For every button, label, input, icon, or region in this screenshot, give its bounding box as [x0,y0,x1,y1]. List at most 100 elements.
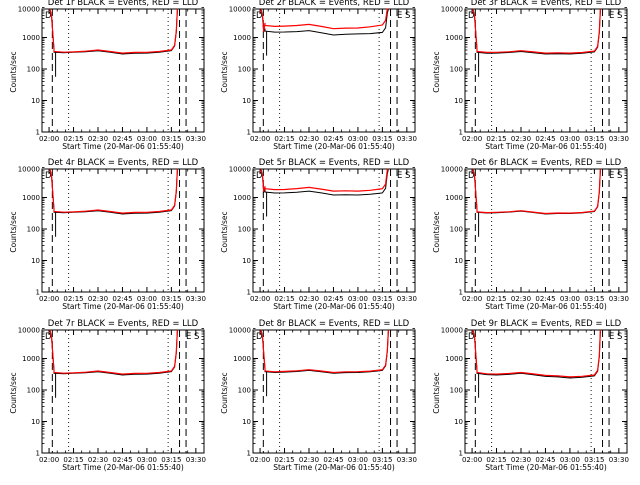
corner-letter: E [609,11,614,21]
y-tick-label: 100 [238,387,251,395]
y-axis-label: Counts/sec [432,372,441,413]
x-tick-label: 02:15 [274,135,294,143]
detector-panel-8: Det 8r BLACK = Events, RED = LLD 1 10 100 10… [220,319,417,472]
x-tick-label: 02:45 [323,295,343,303]
y-tick-label: 1000 [22,194,40,202]
x-tick-label: 03:30 [609,295,629,303]
corner-letter: D [256,11,263,21]
panel-title: Det 8r BLACK = Events, RED = LLD [259,319,410,329]
detector-panel-4: Det 4r BLACK = Events, RED = LLD 1 10 100 10… [9,158,206,311]
x-tick-label: 03:15 [584,135,604,143]
y-axis-label: Counts/sec [9,211,18,252]
y-tick-label: 1 [36,289,40,297]
x-tick-label: 03:00 [560,295,580,303]
y-tick-label: 10000 [229,327,251,335]
y-axis-label: Counts/sec [432,211,441,252]
x-tick-label: 02:45 [112,456,132,464]
x-axis-label: Start Time (20-Mar-06 01:55:40) [485,302,607,311]
detector-panel-1: Det 1r BLACK = Events, RED = LLD 1 10 100 10… [9,0,206,151]
corner-letter: S [617,11,622,21]
x-tick-label: 02:30 [88,135,108,143]
x-tick-label: 02:30 [511,135,531,143]
x-tick-label: 02:15 [486,135,506,143]
y-tick-label: 100 [450,387,463,395]
y-tick-label: 100 [238,66,251,74]
y-tick-label: 10 [31,257,40,265]
corner-letter: D [45,171,52,181]
x-tick-label: 02:30 [511,456,531,464]
x-tick-label: 02:00 [39,456,59,464]
y-axis-label: Counts/sec [220,51,229,92]
panel-title: Det 9r BLACK = Events, RED = LLD [471,319,622,329]
x-tick-label: 03:15 [161,456,181,464]
y-tick-label: 1000 [233,34,251,42]
lld-series-line [472,168,601,215]
x-tick-label: 02:45 [535,295,555,303]
y-tick-label: 10 [242,257,251,265]
x-tick-label: 02:45 [323,456,343,464]
y-tick-label: 10 [454,418,463,426]
x-tick-label: 02:15 [63,135,83,143]
x-tick-label: 02:45 [535,456,555,464]
y-tick-label: 10000 [18,166,40,174]
y-tick-label: 100 [27,387,40,395]
detector-panel-7: Det 7r BLACK = Events, RED = LLD 1 10 100 10… [9,319,206,472]
y-tick-label: 100 [450,66,463,74]
y-tick-label: 10 [454,257,463,265]
x-tick-label: 02:15 [486,295,506,303]
detector-panel-6: Det 6r BLACK = Events, RED = LLD 1 10 100 10… [432,158,629,311]
y-tick-label: 1000 [233,355,251,363]
y-tick-label: 10 [242,97,251,105]
y-tick-label: 1000 [22,34,40,42]
corner-letter: D [45,332,52,342]
x-tick-label: 03:00 [348,135,368,143]
x-axis-label: Start Time (20-Mar-06 01:55:40) [273,142,395,151]
x-tick-label: 02:30 [299,456,319,464]
y-tick-label: 10 [454,97,463,105]
corner-letter: D [468,171,475,181]
x-axis-label: Start Time (20-Mar-06 01:55:40) [485,463,607,472]
corner-letter: E [397,171,402,181]
x-tick-label: 03:00 [137,135,157,143]
x-tick-label: 03:15 [161,135,181,143]
x-tick-label: 02:30 [299,295,319,303]
x-axis-label: Start Time (20-Mar-06 01:55:40) [273,302,395,311]
lld-series-line [49,168,178,214]
corner-letter: S [194,332,199,342]
x-tick-label: 03:00 [560,135,580,143]
lld-series-line [260,8,389,33]
corner-letter: S [617,332,622,342]
x-tick-label: 03:15 [372,295,392,303]
y-tick-label: 10000 [441,327,463,335]
y-tick-label: 1 [36,450,40,458]
corner-letter: E [186,332,191,342]
corner-letter: S [617,171,622,181]
x-tick-label: 03:30 [186,135,206,143]
x-tick-label: 02:00 [250,456,270,464]
y-tick-label: 1 [459,129,463,137]
y-tick-label: 1 [459,450,463,458]
y-tick-label: 100 [27,226,40,234]
events-series-line [472,8,601,55]
x-tick-label: 03:15 [372,135,392,143]
x-tick-label: 03:30 [397,135,417,143]
corner-letter: D [468,11,475,21]
detector-panel-5: Det 5r BLACK = Events, RED = LLD 1 10 100 10… [220,158,417,311]
corner-letter: D [468,332,475,342]
x-tick-label: 03:15 [372,456,392,464]
events-series-line [472,168,601,215]
x-tick-label: 03:30 [609,135,629,143]
y-tick-label: 1000 [445,355,463,363]
x-tick-label: 03:15 [161,295,181,303]
x-axis-label: Start Time (20-Mar-06 01:55:40) [62,463,184,472]
panel-title: Det 6r BLACK = Events, RED = LLD [471,158,622,168]
corner-letter: D [256,171,263,181]
y-tick-label: 1000 [22,355,40,363]
y-tick-label: 1 [247,450,251,458]
lld-series-line [49,329,178,375]
x-tick-label: 02:30 [88,456,108,464]
panel-title: Det 4r BLACK = Events, RED = LLD [48,158,199,168]
y-axis-label: Counts/sec [220,211,229,252]
x-tick-label: 03:30 [397,295,417,303]
